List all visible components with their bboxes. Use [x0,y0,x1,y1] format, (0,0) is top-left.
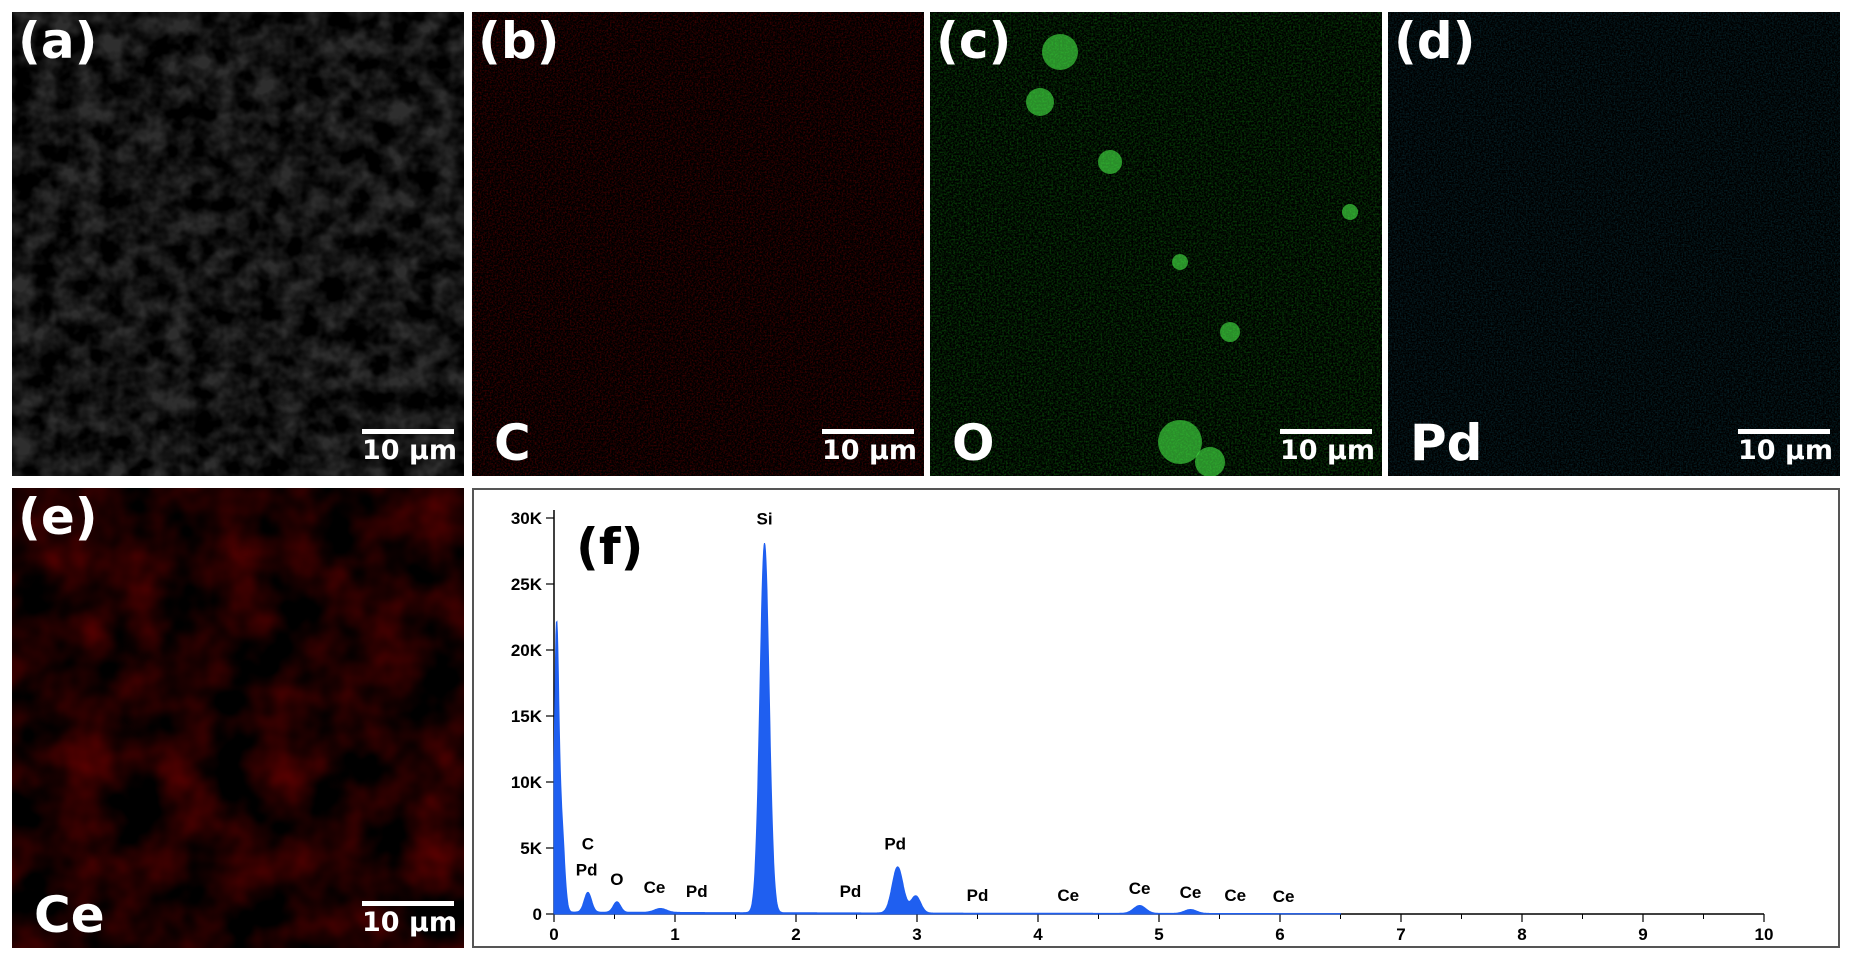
scale-bar-line [362,901,454,906]
scale-bar-b: 10 µm [822,429,917,466]
oxide-spot [1158,420,1202,464]
eds-spectrum-panel: 05K10K15K20K25K30K012345678910keVSiCPdOC… [472,488,1840,948]
peak-label: Si [757,510,773,529]
x-tick-label: 0 [549,925,558,944]
x-tick-label: 7 [1396,925,1405,944]
oxide-spot [1042,34,1078,70]
scale-bar-label: 10 µm [362,435,457,466]
panel-label-b: (b) [478,12,560,70]
peak-label: C [582,834,594,853]
cerium-map-image [12,488,464,948]
scale-bar-c: 10 µm [1280,429,1375,466]
x-tick-label: 1 [670,925,679,944]
peak-label: Pd [840,882,862,901]
palladium-map-panel: (d) Pd 10 µm [1388,12,1840,476]
y-tick-label: 5K [520,839,542,858]
peak-label: Ce [1129,879,1151,898]
peak-label: Pd [967,886,989,905]
sem-image [12,12,464,476]
oxygen-map-panel: (c) O 10 µm [930,12,1382,476]
peak-label: Pd [884,834,906,853]
panel-label-e: (e) [18,488,98,546]
element-label-pd: Pd [1410,414,1483,472]
scale-bar-label: 10 µm [362,907,457,938]
scale-bar-e: 10 µm [362,901,457,938]
y-tick-label: 30K [511,509,543,528]
scale-bar-line [1280,429,1372,434]
x-tick-label: 5 [1154,925,1163,944]
peak-label: Ce [1180,883,1202,902]
x-tick-label: 4 [1033,925,1043,944]
x-tick-label: 3 [912,925,921,944]
oxide-spot [1098,150,1122,174]
x-tick-label: 6 [1275,925,1284,944]
element-label-o: O [952,414,995,472]
cerium-map-panel: (e) Ce 10 µm [12,488,464,948]
oxide-spot [1195,447,1225,476]
scale-bar-line [1738,429,1830,434]
oxide-spot [1172,254,1188,270]
peak-label: Ce [1224,886,1246,905]
y-tick-label: 15K [511,707,543,726]
y-tick-label: 20K [511,641,543,660]
oxide-spot [1220,322,1240,342]
panel-label-c: (c) [936,12,1012,70]
peak-label: Pd [576,861,598,880]
element-label-c: C [494,414,531,472]
scale-bar-label: 10 µm [822,435,917,466]
spectrum-area [553,542,1341,915]
scale-bar-d: 10 µm [1738,429,1833,466]
oxygen-map-image [930,12,1382,476]
peak-label: Pd [686,882,708,901]
scale-bar-line [362,429,454,434]
scale-bar-label: 10 µm [1738,435,1833,466]
x-tick-label: 9 [1638,925,1647,944]
scale-bar-a: 10 µm [362,429,457,466]
y-tick-label: 25K [511,575,543,594]
scale-bar-line [822,429,914,434]
oxide-spot [1026,88,1054,116]
x-tick-label: 8 [1517,925,1526,944]
panel-label-a: (a) [18,12,98,70]
sem-image-panel: (a) 10 µm [12,12,464,476]
peak-label: Ce [644,878,666,897]
y-tick-label: 0 [533,905,542,924]
eds-spectrum-chart: 05K10K15K20K25K30K012345678910keVSiCPdOC… [511,509,1774,944]
panel-label-f: (f) [576,518,644,576]
y-tick-label: 10K [511,773,543,792]
carbon-map-panel: (b) C 10 µm [472,12,924,476]
scale-bar-label: 10 µm [1280,435,1375,466]
element-label-ce: Ce [34,886,105,944]
peak-label: O [610,870,623,889]
x-tick-label: 10 [1755,925,1774,944]
panel-label-d: (d) [1394,12,1476,70]
peak-label: Ce [1273,887,1295,906]
oxide-spot [1342,204,1358,220]
palladium-map-image [1388,12,1840,476]
carbon-map-image [472,12,924,476]
peak-label: Ce [1057,886,1079,905]
x-tick-label: 2 [791,925,800,944]
